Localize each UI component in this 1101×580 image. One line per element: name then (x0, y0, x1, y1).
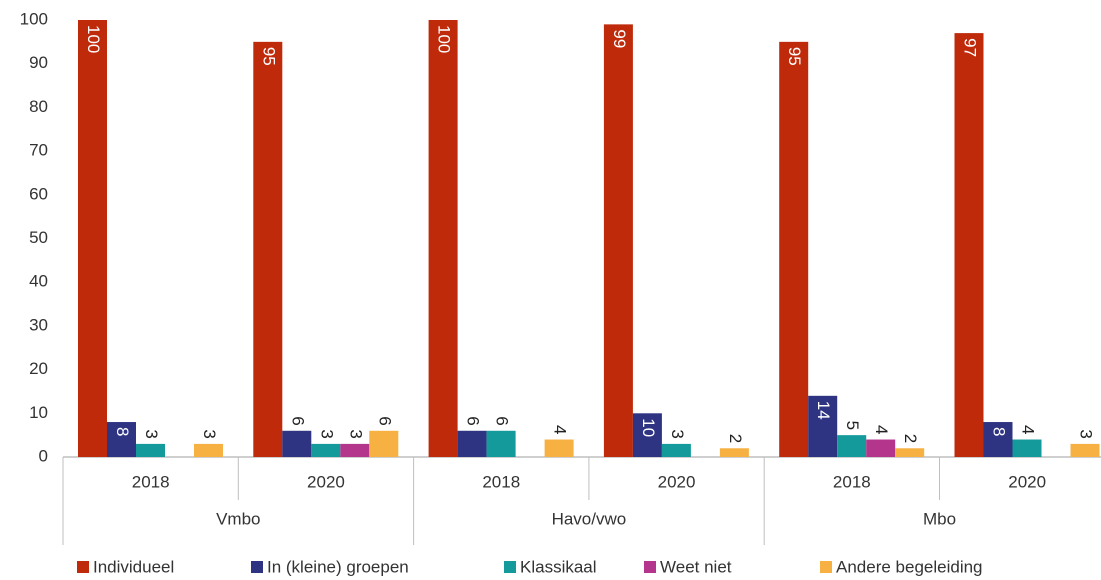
y-tick-label: 90 (29, 53, 48, 72)
data-label: 14 (814, 401, 833, 420)
y-tick-label: 0 (39, 446, 48, 465)
group-label: Vmbo (216, 509, 260, 528)
data-label: 99 (610, 29, 629, 48)
x-tick-label: 2018 (132, 472, 170, 491)
bar (1012, 439, 1042, 457)
data-label: 2 (901, 434, 920, 443)
data-label: 3 (346, 429, 365, 438)
bar (457, 430, 487, 457)
bar (253, 41, 283, 457)
data-label: 8 (990, 427, 1009, 436)
y-tick-label: 80 (29, 97, 48, 116)
legend-swatch (77, 561, 89, 573)
data-label: 100 (435, 25, 454, 53)
data-label: 95 (259, 47, 278, 66)
legend-label: In (kleine) groepen (267, 557, 409, 576)
bar (866, 439, 896, 457)
data-label: 6 (375, 416, 394, 425)
data-label: 3 (142, 429, 161, 438)
bar (78, 20, 107, 457)
bar (486, 430, 516, 457)
bar (837, 435, 867, 457)
bar (311, 443, 341, 457)
y-tick-label: 10 (29, 403, 48, 422)
legend-label: Klassikaal (520, 557, 597, 576)
x-tick-label: 2018 (833, 472, 871, 491)
data-label: 6 (493, 416, 512, 425)
data-label: 3 (317, 429, 336, 438)
legend-swatch (820, 561, 832, 573)
bar (719, 448, 749, 457)
x-tick-label: 2020 (658, 472, 696, 491)
legend-swatch (644, 561, 656, 573)
group-label: Havo/vwo (552, 509, 627, 528)
data-label: 8 (113, 427, 132, 436)
bar (808, 395, 838, 457)
bar (340, 443, 370, 457)
y-tick-label: 70 (29, 141, 48, 160)
bar (983, 422, 1013, 457)
bar (1070, 443, 1100, 457)
data-label: 6 (464, 416, 483, 425)
y-tick-label: 40 (29, 272, 48, 291)
data-label: 100 (84, 25, 103, 53)
y-tick-label: 100 (20, 9, 48, 28)
data-label: 4 (551, 425, 570, 434)
legend-label: Weet niet (660, 557, 732, 576)
data-label: 6 (288, 416, 307, 425)
bar (661, 443, 691, 457)
data-label: 2 (726, 434, 745, 443)
y-tick-label: 20 (29, 359, 48, 378)
bar (194, 443, 223, 457)
data-label: 3 (1077, 429, 1096, 438)
bar (107, 422, 136, 457)
bar (895, 448, 925, 457)
legend-label: Individueel (93, 557, 174, 576)
data-label: 10 (639, 418, 658, 437)
x-tick-label: 2020 (1008, 472, 1046, 491)
y-tick-label: 50 (29, 228, 48, 247)
bar (954, 33, 984, 458)
data-label: 3 (668, 429, 687, 438)
y-tick-label: 60 (29, 184, 48, 203)
data-label: 4 (1019, 425, 1038, 434)
data-label: 4 (872, 425, 891, 434)
data-label: 95 (785, 47, 804, 66)
bar (136, 443, 165, 457)
y-tick-label: 30 (29, 315, 48, 334)
x-tick-label: 2020 (307, 472, 345, 491)
bar (369, 430, 399, 457)
bar (779, 41, 809, 457)
data-label: 97 (961, 38, 980, 57)
bar (632, 413, 662, 457)
group-label: Mbo (923, 509, 956, 528)
legend-label: Andere begeleiding (836, 557, 983, 576)
x-tick-label: 2018 (482, 472, 520, 491)
bar (282, 430, 312, 457)
data-label: 3 (200, 429, 219, 438)
bar (544, 439, 574, 457)
legend-swatch (251, 561, 263, 573)
data-label: 5 (843, 421, 862, 430)
bar (428, 20, 458, 457)
bar (603, 24, 633, 458)
legend-swatch (504, 561, 516, 573)
